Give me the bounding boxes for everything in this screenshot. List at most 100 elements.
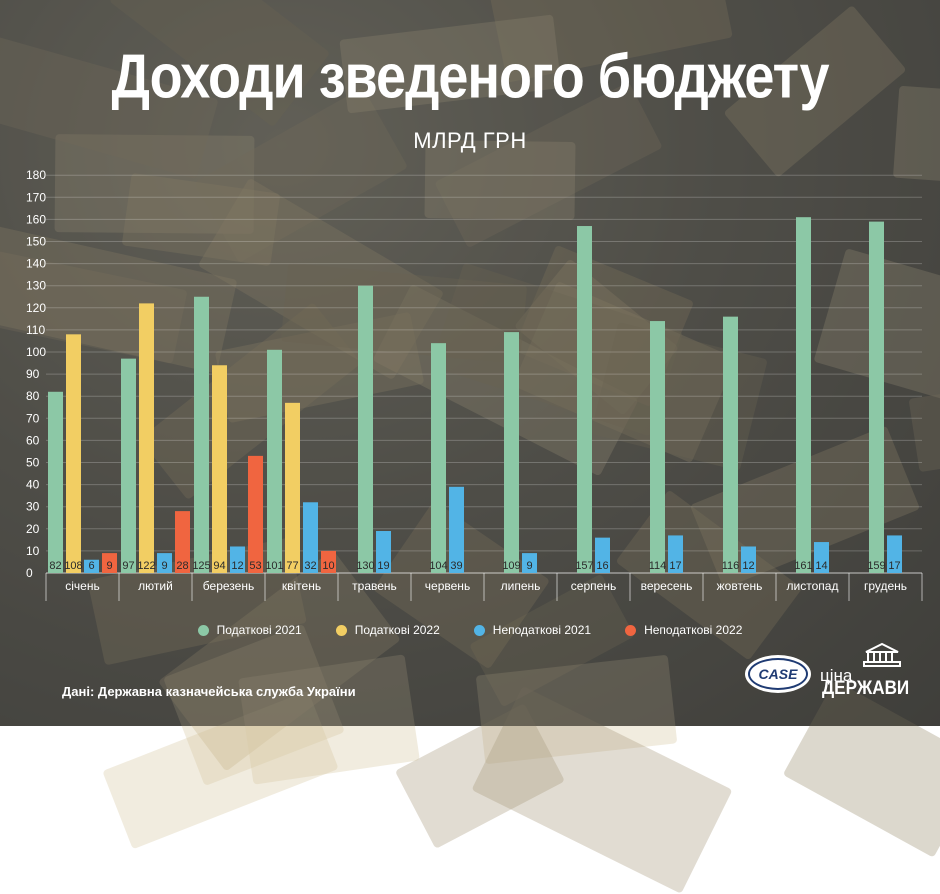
y-tick-label: 130: [26, 279, 46, 293]
bar-value-label: 97: [122, 560, 134, 572]
x-tick-label: квітень: [282, 579, 321, 593]
bar-value-label: 16: [596, 560, 608, 572]
x-tick-label: грудень: [864, 579, 907, 593]
legend-swatch: [197, 624, 209, 636]
bar: [376, 531, 391, 573]
cina-logo-text-2: ДЕРЖАВИ: [822, 678, 910, 699]
x-tick-label: березень: [203, 579, 254, 593]
chart-legend: Податкові 2021 Податкові 2022 Неподаткові …: [0, 623, 940, 637]
bar: [303, 502, 318, 573]
y-tick-label: 150: [26, 235, 46, 249]
legend-label: Неподаткові 2021: [492, 623, 592, 637]
y-tick-label: 60: [26, 433, 40, 447]
chart-subtitle: МЛРД ГРН: [413, 128, 527, 153]
y-tick-label: 160: [26, 212, 46, 226]
bar-value-label: 125: [192, 560, 210, 572]
bar-value-label: 6: [88, 560, 94, 572]
bar: [248, 455, 263, 573]
y-tick-label: 110: [26, 323, 45, 337]
legend-swatch: [625, 624, 637, 636]
y-tick-label: 170: [26, 190, 46, 204]
bar: [741, 546, 756, 573]
bar-value-label: 82: [49, 560, 61, 572]
cina-derzhavy-logo: ціна ДЕРЖАВИ: [820, 640, 909, 699]
bar-chart: 0 10 20 30 40 50 60 70 80 90 100 110 120 130 140 150 160…: [26, 168, 907, 593]
bar-value-label: 17: [669, 560, 681, 572]
x-tick-label: липень: [501, 579, 541, 593]
cina-logo-text-1: ціна: [820, 666, 853, 685]
legend-label: Податкові 2021: [216, 623, 302, 637]
bar: [522, 553, 537, 573]
legend-label: Неподаткові 2022: [644, 623, 743, 637]
chart-title: Доходи зведеного бюджету: [111, 42, 830, 112]
bar-value-label: 104: [429, 560, 447, 572]
bar-value-label: 9: [106, 560, 112, 572]
y-tick-label: 20: [26, 522, 40, 536]
y-tick-label: 80: [26, 389, 40, 403]
bar: [723, 316, 738, 573]
bar: [321, 550, 336, 573]
bar: [212, 365, 227, 573]
bar: [175, 511, 190, 573]
y-tick-label: 90: [26, 367, 40, 381]
x-tick-label: червень: [425, 579, 470, 593]
x-tick-label: листопад: [787, 579, 839, 593]
legend-label: Податкові 2022: [354, 623, 440, 637]
y-tick-label: 30: [26, 500, 40, 514]
bar-value-label: 108: [64, 560, 82, 572]
bar: [121, 358, 136, 573]
bar-value-label: 14: [815, 560, 827, 572]
y-tick-label: 0: [26, 566, 33, 580]
y-tick-label: 140: [26, 257, 46, 271]
bar: [102, 553, 117, 573]
bar-value-label: 39: [450, 560, 462, 572]
legend-item: Неподаткові 2022: [625, 623, 742, 637]
bar: [814, 542, 829, 573]
bar: [267, 349, 282, 573]
bar: [139, 303, 154, 573]
y-tick-label: 50: [26, 456, 40, 470]
bar-value-label: 161: [794, 560, 812, 572]
bar-value-label: 94: [213, 560, 225, 572]
bar: [668, 535, 683, 573]
bar: [358, 285, 373, 573]
bar-value-label: 9: [526, 560, 532, 572]
legend-item: Податкові 2022: [335, 623, 440, 637]
bar-value-label: 19: [377, 560, 389, 572]
building-icon: [863, 642, 901, 667]
bar-value-label: 77: [286, 560, 298, 572]
bar: [48, 391, 63, 573]
bar-value-label: 130: [356, 560, 374, 572]
bar: [431, 343, 446, 573]
bar: [577, 226, 592, 573]
bar-value-label: 12: [231, 560, 243, 572]
legend-item: Неподаткові 2021: [473, 623, 592, 637]
y-tick-label: 10: [26, 544, 40, 558]
y-tick-label: 120: [26, 301, 46, 315]
data-source: Дані: Державна казначейська служба Украї…: [62, 684, 356, 699]
case-logo-text: CASE: [758, 666, 798, 682]
y-tick-label: 40: [26, 478, 40, 492]
bar-value-label: 9: [161, 560, 167, 572]
bar-value-label: 109: [502, 560, 520, 572]
bar: [650, 321, 665, 573]
y-tick-label: 180: [26, 168, 46, 182]
legend-swatch: [473, 624, 485, 636]
x-tick-label: жовтень: [717, 579, 763, 593]
x-tick-label: вересень: [641, 579, 693, 593]
bar-value-label: 32: [304, 560, 316, 572]
case-logo: CASE: [745, 655, 811, 693]
bar-value-label: 159: [867, 560, 885, 572]
bar: [230, 546, 245, 573]
bar: [869, 221, 884, 574]
x-tick-label: травень: [352, 579, 397, 593]
x-tick-label: лютий: [138, 579, 173, 593]
bar-value-label: 17: [888, 560, 900, 572]
x-tick-label: січень: [65, 579, 99, 593]
bar: [887, 535, 902, 573]
bar: [796, 217, 811, 573]
bar-value-label: 53: [249, 560, 261, 572]
bar-value-label: 12: [742, 560, 754, 572]
bar-value-label: 101: [265, 560, 283, 572]
